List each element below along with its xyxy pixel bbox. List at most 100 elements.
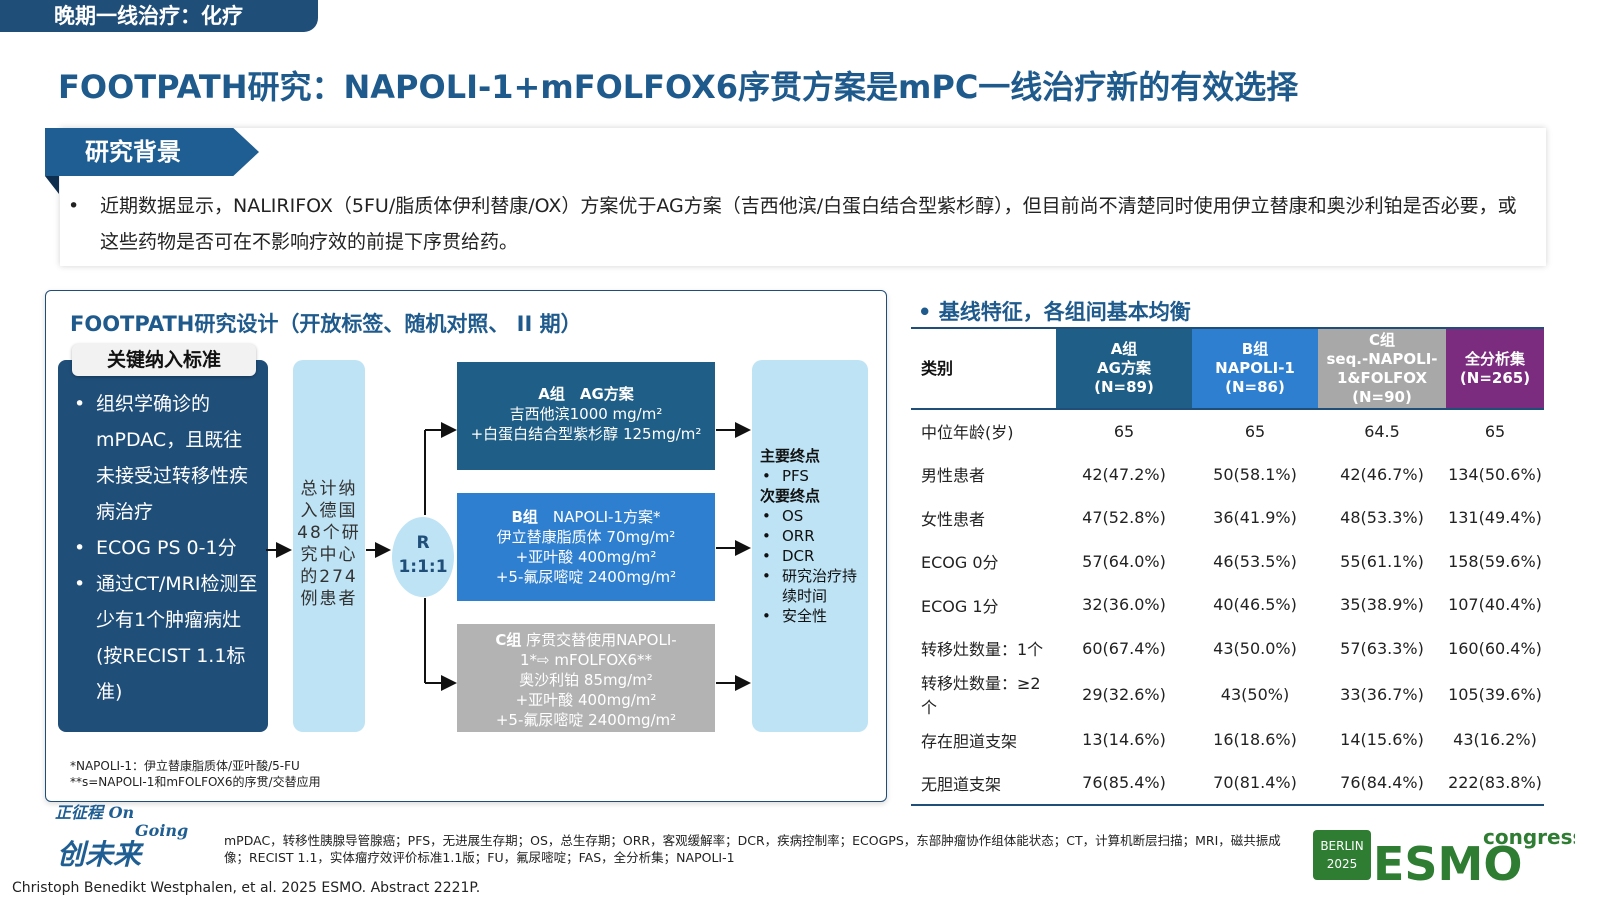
criteria-box: [58, 360, 268, 732]
table-cell: 35(38.9%): [1340, 595, 1424, 615]
table-cell: 43(50.0%): [1213, 638, 1297, 658]
criteria-list: • 组织学确诊的mPDAC，且既往未接受过转移性疾病治疗 • ECOG PS 0-1…: [70, 386, 260, 710]
endpoint-item: • ORR: [762, 527, 815, 545]
criteria-heading: 关键纳入标准: [72, 344, 256, 376]
table-cell: 33(36.7%): [1340, 684, 1424, 704]
background-heading: 研究背景: [45, 128, 259, 176]
baseline-table: 类别 A组 AG方案 (N=89) B组 NAPOLI-1 (N=86) C组 seq.-…: [911, 327, 1544, 806]
table-cell: 42(46.7%): [1340, 464, 1424, 484]
background-panel: [60, 128, 1546, 266]
row-label: 女性患者: [921, 509, 986, 529]
table-cell: 107(40.4%): [1448, 595, 1542, 615]
table-cell: 46(53.5%): [1213, 551, 1297, 571]
table-cell: 70(81.4%): [1213, 773, 1297, 793]
table-cell: 64.5: [1364, 421, 1400, 441]
table-cell: 48(53.3%): [1340, 508, 1424, 528]
row-label: 转移灶数量：≥2个: [921, 674, 1041, 717]
table-cell: 43(50%): [1220, 684, 1290, 704]
table-cell: 160(60.4%): [1448, 638, 1542, 658]
endpoint-item: • OS: [762, 507, 804, 525]
table-row: ECOG 0分 57(64.0%) 46(53.5%) 55(61.1%) 158(59…: [911, 540, 1544, 584]
group-b-box: B组 NAPOLI-1方案* 伊立替康脂质体 70mg/m² +亚叶酸 400m…: [457, 493, 715, 601]
table-row: 存在胆道支架 13(14.6%) 16(18.6%) 14(15.6%) 43(16.2…: [911, 718, 1544, 762]
ongoing-logo: 正征程 On Going 创未来: [55, 803, 188, 870]
table-cell: 158(59.6%): [1448, 551, 1542, 571]
secondary-endpoint-heading: 次要终点: [760, 487, 821, 505]
group-b-line: 伊立替康脂质体 70mg/m²: [496, 528, 676, 546]
esmo-congress-logo: BERLIN 2025 ESMO congress: [1313, 826, 1575, 884]
svg-text:ESMO: ESMO: [1373, 837, 1522, 884]
table-row: 转移灶数量：1个 60(67.4%) 43(50.0%) 57(63.3%) 160(6…: [911, 627, 1544, 671]
row-label: 中位年龄(岁): [921, 423, 1014, 443]
header-group-c: C组 seq.-NAPOLI- 1&FOLFOX (N=90): [1318, 328, 1446, 409]
logo-line: 正征程 On: [55, 803, 134, 822]
table-cell: 42(47.2%): [1082, 464, 1166, 484]
table-cell: 40(46.5%): [1213, 595, 1297, 615]
table-row: 转移灶数量：≥2个 29(32.6%) 43(50%) 33(36.7%) 105(39…: [911, 670, 1544, 718]
endpoint-item: • DCR: [762, 547, 815, 565]
endpoint-item: • 安全性: [762, 607, 828, 625]
design-note: *NAPOLI-1：伊立替康脂质体/亚叶酸/5-FU: [70, 759, 300, 773]
header-fas: 全分析集 (N=265): [1446, 328, 1544, 409]
table-cell: 32(36.0%): [1082, 595, 1166, 615]
row-label: 男性患者: [921, 466, 986, 486]
group-a-line: +白蛋白结合型紫杉醇 125mg/m²: [470, 425, 702, 443]
table-cell: 65: [1484, 421, 1506, 441]
table-cell: 36(41.9%): [1213, 508, 1297, 528]
table-cell: 14(15.6%): [1340, 730, 1424, 750]
page-title: FOOTPATH研究：NAPOLI-1+mFOLFOX6序贯方案是mPC一线治疗…: [58, 68, 1299, 106]
logo-line: Going: [135, 821, 188, 840]
logo-line: 创未来: [57, 838, 144, 870]
table-cell: 57(63.3%): [1340, 638, 1424, 658]
criteria-item: • ECOG PS 0-1分: [74, 537, 237, 559]
table-cell: 55(61.1%): [1340, 551, 1424, 571]
background-text: 近期数据显示，NALIRIFOX（5FU/脂质体伊利替康/OX）方案优于AG方案…: [100, 195, 1517, 253]
row-label: 存在胆道支架: [921, 731, 1018, 751]
table-cell: 13(14.6%): [1082, 730, 1166, 750]
group-c-head: C组: [495, 631, 522, 649]
table-cell: 131(49.4%): [1448, 508, 1542, 528]
abbreviation-footnote: mPDAC，转移性胰腺导管腺癌；PFS，无进展生存期；OS，总生存期；ORR，客…: [224, 833, 1281, 865]
citation: Christoph Benedikt Westphalen, et al. 20…: [12, 880, 481, 896]
table-cell: 43(16.2%): [1453, 730, 1537, 750]
table-cell: 105(39.6%): [1448, 684, 1542, 704]
group-c-regimen: 序贯交替使用NAPOLI-: [521, 631, 677, 649]
row-label: ECOG 0分: [921, 553, 999, 573]
table-cell: 50(58.1%): [1213, 464, 1297, 484]
row-label: 无胆道支架: [921, 774, 1002, 794]
table-cell: 134(50.6%): [1448, 464, 1542, 484]
group-c-line: +5-氟尿嘧啶 2400mg/m²: [495, 711, 677, 729]
group-b-line: +亚叶酸 400mg/m²: [515, 548, 657, 566]
table-cell: 76(85.4%): [1082, 773, 1166, 793]
table-row: 男性患者 42(47.2%) 50(58.1%) 42(46.7%) 134(50.6%…: [911, 453, 1544, 497]
design-notes: *NAPOLI-1：伊立替康脂质体/亚叶酸/5-FU **s=NAPOLI-1和…: [70, 758, 321, 790]
header-group-b: B组 NAPOLI-1 (N=86): [1192, 328, 1318, 409]
enrollment-text: 总计纳入德国48个研究中心的274例患者: [297, 479, 361, 609]
bullet: •: [68, 195, 80, 217]
group-c-line: 奥沙利铂 85mg/m²: [519, 671, 653, 689]
table-cell: 29(32.6%): [1082, 684, 1166, 704]
table-cell: 65: [1244, 421, 1266, 441]
enrollment-box: [293, 360, 365, 732]
row-label: ECOG 1分: [921, 596, 999, 616]
row-label: 转移灶数量：1个: [921, 640, 1044, 660]
table-header-row: 类别 A组 AG方案 (N=89) B组 NAPOLI-1 (N=86) C组 seq.-…: [911, 328, 1544, 409]
baseline-title: • 基线特征，各组间基本均衡: [918, 300, 1191, 324]
criteria-item: • 组织学确诊的mPDAC，且既往未接受过转移性疾病治疗: [74, 393, 249, 523]
group-c-box: C组 序贯交替使用NAPOLI- 1*⇨ mFOLFOX6** 奥沙利铂 85m…: [457, 624, 715, 732]
group-a-box: A组 AG方案 吉西他滨1000 mg/m² +白蛋白结合型紫杉醇 125mg/…: [457, 362, 715, 470]
table-row: ECOG 1分 32(36.0%) 40(46.5%) 35(38.9%) 107(40…: [911, 583, 1544, 627]
group-b-regimen: NAPOLI-1方案*: [537, 508, 661, 526]
group-c-line: 1*⇨ mFOLFOX6**: [519, 651, 653, 669]
group-b-head: B组: [511, 508, 538, 526]
endpoints-list: 主要终点 • PFS 次要终点 • OS • ORR • DCR • 研究治疗持续时间 •…: [760, 446, 864, 626]
table-cell: 76(84.4%): [1340, 773, 1424, 793]
criteria-item: • 通过CT/MRI检测至少有1个肿瘤病灶(按RECIST 1.1标准): [74, 573, 258, 703]
table-row: 中位年龄(岁) 65 65 64.5 65: [911, 409, 1544, 453]
table-cell: 65: [1113, 421, 1135, 441]
group-a-head: A组 AG方案: [538, 385, 634, 403]
header-group-a: A组 AG方案 (N=89): [1056, 328, 1192, 409]
svg-text:congress: congress: [1483, 826, 1575, 849]
group-b-line: +5-氟尿嘧啶 2400mg/m²: [495, 568, 677, 586]
